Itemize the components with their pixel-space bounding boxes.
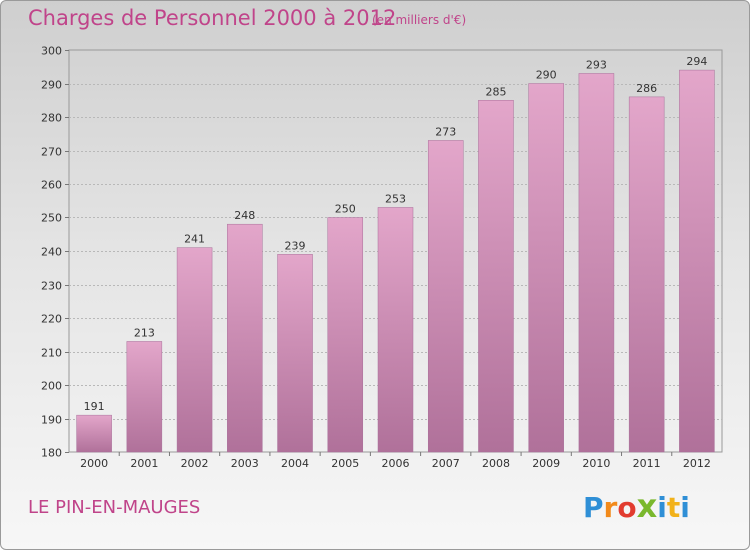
y-tick-label: 270 [41, 146, 62, 159]
x-tick-label: 2001 [130, 457, 158, 470]
logo-letter: i [657, 491, 667, 524]
value-label: 241 [184, 233, 205, 246]
bar [427, 140, 464, 453]
x-tick-label: 2012 [683, 457, 711, 470]
y-tick-label: 230 [41, 280, 62, 293]
y-tick-label: 300 [41, 45, 62, 58]
chart-title: Charges de Personnel 2000 à 2012 [28, 6, 397, 30]
y-axis: 180 190 200 210 220 230 240 250 260 270 280 290 300 [41, 45, 69, 460]
y-tick-label: 250 [41, 212, 62, 225]
value-label: 273 [435, 125, 456, 138]
value-label: 248 [234, 209, 255, 222]
proxiti-logo: Proxiti [583, 487, 690, 525]
bar [478, 100, 514, 453]
x-tick-label: 2011 [633, 457, 661, 470]
logo-letter: i [680, 491, 690, 524]
value-label: 191 [84, 400, 105, 413]
value-labels: 191 213 241 248 239 250 253 273 285 290 293 286 294 [84, 55, 708, 413]
y-tick-label: 200 [41, 380, 62, 393]
x-axis: 2000 2001 2002 2003 2004 2005 2006 2007 2008 2009… [80, 452, 711, 470]
bar [377, 207, 414, 453]
logo-letter: t [666, 491, 681, 524]
value-label: 250 [335, 203, 356, 216]
x-tick-label: 2007 [432, 457, 460, 470]
logo-letter: r [603, 491, 618, 524]
value-label: 285 [485, 85, 506, 98]
x-tick-label: 2002 [181, 457, 209, 470]
y-tick-label: 290 [41, 79, 62, 92]
bar [227, 223, 263, 453]
bar [176, 247, 213, 453]
x-tick-label: 2010 [582, 457, 610, 470]
x-tick-label: 2000 [80, 457, 108, 470]
x-tick-label: 2008 [482, 457, 510, 470]
bar [327, 217, 364, 453]
y-tick-label: 280 [41, 112, 62, 125]
bar [628, 96, 665, 453]
x-tick-label: 2005 [331, 457, 359, 470]
bar [679, 69, 715, 453]
town-name: LE PIN-EN-MAUGES [28, 497, 201, 518]
bar [528, 83, 564, 453]
x-tick-label: 2003 [231, 457, 259, 470]
bar [126, 341, 163, 453]
value-label: 253 [385, 192, 406, 205]
x-tick-label: 2006 [382, 457, 410, 470]
y-tick-label: 240 [41, 246, 62, 259]
y-tick-label: 260 [41, 179, 62, 192]
value-label: 213 [134, 326, 155, 339]
logo-letter: x [636, 487, 658, 525]
y-tick-label: 220 [41, 313, 62, 326]
bar [578, 73, 615, 453]
value-label: 294 [686, 55, 707, 68]
chart-subtitle: (en milliers d'€) [372, 13, 467, 27]
y-tick-label: 210 [41, 347, 62, 360]
value-label: 286 [636, 82, 657, 95]
y-tick-label: 180 [41, 447, 62, 460]
value-label: 290 [536, 69, 557, 82]
x-tick-label: 2009 [532, 457, 560, 470]
logo-letter: o [617, 491, 637, 524]
bar [277, 254, 313, 453]
bars [76, 69, 715, 453]
bar [76, 414, 112, 453]
x-tick-label: 2004 [281, 457, 309, 470]
y-tick-label: 190 [41, 414, 62, 427]
logo-letter: P [583, 491, 604, 524]
value-label: 239 [285, 239, 306, 252]
value-label: 293 [586, 58, 607, 71]
